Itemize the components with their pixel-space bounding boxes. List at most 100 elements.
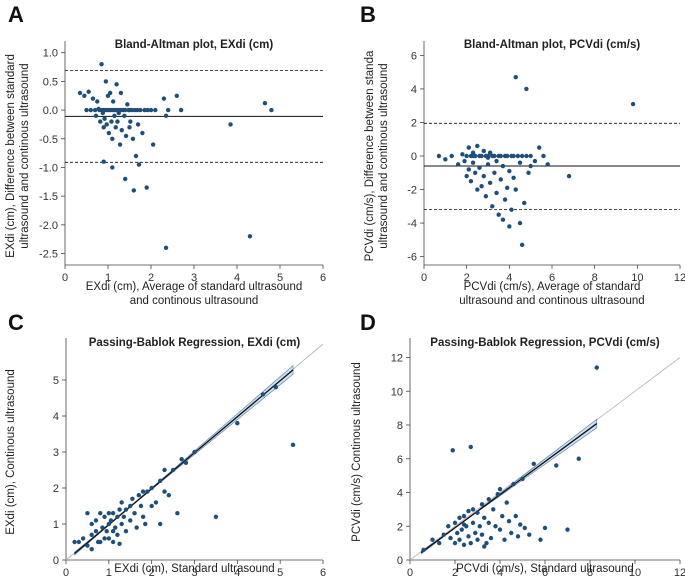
data-point bbox=[136, 162, 142, 167]
data-point bbox=[85, 543, 90, 548]
data-point bbox=[145, 489, 150, 494]
data-point bbox=[479, 502, 485, 507]
data-point bbox=[114, 82, 119, 87]
data-point bbox=[511, 175, 516, 180]
data-point bbox=[104, 529, 109, 534]
data-point bbox=[492, 170, 497, 175]
x-tick-label: 6 bbox=[320, 567, 326, 579]
y-tick-label: -6 bbox=[407, 252, 417, 264]
data-point bbox=[98, 119, 103, 124]
data-point bbox=[107, 90, 113, 96]
data-point bbox=[115, 514, 120, 519]
data-point bbox=[149, 503, 154, 509]
data-point bbox=[113, 525, 118, 530]
data-point bbox=[72, 539, 77, 545]
x-tick-label: 3 bbox=[191, 272, 197, 284]
data-point bbox=[473, 170, 478, 175]
data-point bbox=[470, 160, 476, 165]
y-tick-label: -2.0 bbox=[39, 220, 58, 232]
data-point bbox=[520, 476, 525, 482]
y-tick-label: -0.5 bbox=[39, 134, 58, 146]
x-tick-label: 2 bbox=[452, 567, 458, 579]
data-point bbox=[145, 107, 150, 113]
chart-title: Bland-Altman plot, EXdi (cm) bbox=[115, 39, 274, 51]
data-point bbox=[532, 158, 538, 164]
data-point bbox=[507, 168, 512, 174]
data-point bbox=[166, 107, 171, 113]
data-point bbox=[115, 532, 120, 537]
data-point bbox=[158, 521, 163, 527]
data-point bbox=[461, 513, 467, 519]
data-point bbox=[95, 539, 101, 545]
chart-title: Passing-Bablok Regression, EXdi (cm) bbox=[89, 337, 301, 349]
y-axis-label: PCVdi (cm/s), Difference between standa bbox=[364, 50, 376, 261]
data-point bbox=[129, 107, 134, 113]
data-point bbox=[500, 217, 506, 222]
data-point bbox=[132, 511, 137, 516]
panel-letter: B bbox=[360, 2, 376, 27]
y-tick-label: 12 bbox=[391, 353, 403, 365]
regression-line bbox=[420, 423, 598, 554]
data-point bbox=[498, 177, 503, 182]
data-point bbox=[110, 165, 115, 170]
data-point bbox=[594, 365, 599, 370]
x-tick-label: 2 bbox=[149, 567, 155, 579]
data-point bbox=[89, 532, 94, 537]
x-axis-label: PCVdi (cm/s), Standard ultrasound bbox=[456, 563, 634, 575]
data-point bbox=[118, 90, 124, 96]
data-point bbox=[518, 522, 523, 527]
data-point bbox=[481, 173, 486, 179]
data-point bbox=[136, 493, 142, 498]
data-point bbox=[92, 107, 98, 113]
x-tick-label: 2 bbox=[464, 272, 470, 284]
data-point bbox=[527, 532, 532, 537]
data-point bbox=[468, 178, 474, 184]
data-point bbox=[110, 136, 115, 141]
y-tick-label: -2.5 bbox=[39, 249, 58, 261]
x-tick-label: 6 bbox=[542, 567, 548, 579]
data-point bbox=[448, 535, 453, 541]
y-tick-label: 4 bbox=[53, 411, 59, 423]
data-point bbox=[513, 187, 518, 192]
data-point bbox=[542, 525, 548, 531]
y-tick-label: -4 bbox=[407, 218, 417, 230]
data-point bbox=[128, 518, 133, 523]
data-point bbox=[123, 176, 128, 182]
data-point bbox=[496, 212, 501, 217]
data-point bbox=[149, 485, 154, 491]
data-point bbox=[119, 500, 124, 505]
data-point bbox=[140, 514, 146, 519]
data-point bbox=[452, 540, 458, 546]
data-point bbox=[106, 536, 112, 541]
y-tick-label: 5 bbox=[53, 375, 59, 387]
y-tick-label: 3 bbox=[53, 447, 59, 459]
data-point bbox=[131, 188, 136, 193]
data-point bbox=[128, 503, 133, 509]
data-point bbox=[95, 99, 100, 104]
data-point bbox=[477, 524, 482, 529]
data-point bbox=[119, 127, 124, 133]
data-point bbox=[481, 148, 486, 154]
y-tick-label: 4 bbox=[397, 488, 403, 500]
y-tick-label: 2 bbox=[411, 117, 417, 129]
data-point bbox=[110, 99, 116, 104]
data-point bbox=[125, 102, 130, 107]
data-point bbox=[133, 153, 139, 159]
data-point bbox=[76, 539, 82, 545]
data-point bbox=[509, 530, 514, 536]
data-point bbox=[112, 113, 117, 119]
data-point bbox=[457, 537, 462, 542]
data-point bbox=[135, 107, 140, 113]
data-point bbox=[110, 511, 116, 516]
data-point bbox=[538, 537, 543, 542]
x-tick-label: 12 bbox=[674, 567, 685, 579]
data-point bbox=[477, 165, 482, 170]
y-axis-label: ultrasound and continous ultrasound bbox=[19, 63, 31, 248]
data-point bbox=[517, 160, 523, 165]
y-tick-label: 0 bbox=[411, 151, 417, 163]
data-point bbox=[174, 93, 179, 98]
y-tick-label: 4 bbox=[411, 84, 417, 96]
data-point bbox=[170, 467, 176, 473]
data-point bbox=[109, 119, 114, 124]
data-point bbox=[446, 524, 451, 529]
